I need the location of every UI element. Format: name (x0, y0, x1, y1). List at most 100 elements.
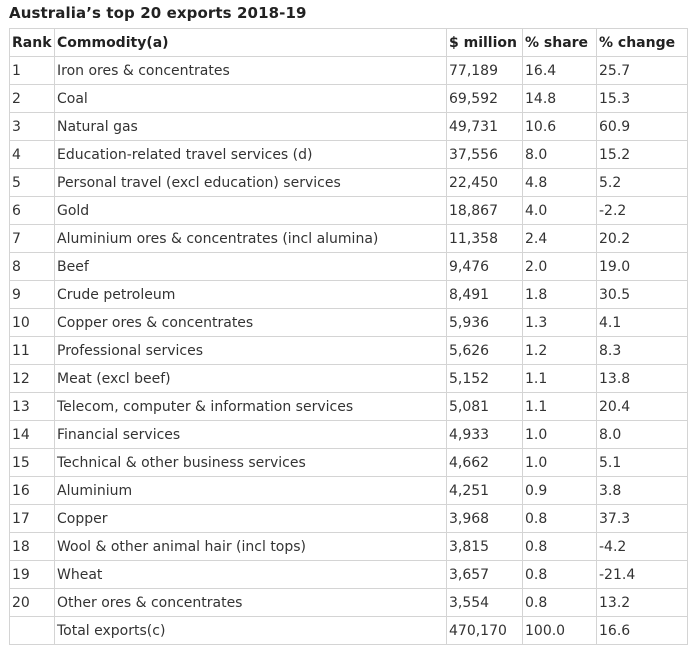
share-cell: 2.4 (522, 224, 597, 253)
table-row: 7 Aluminium ores & concentrates (incl alu… (9, 224, 688, 253)
share-cell: 2.0 (522, 252, 597, 281)
commodity-cell: Financial services (54, 420, 447, 449)
rank-cell: 16 (9, 476, 55, 505)
commodity-cell: Technical & other business services (54, 448, 447, 477)
commodity-cell: Other ores & concentrates (54, 588, 447, 617)
share-cell: 1.8 (522, 280, 597, 309)
commodity-cell: Coal (54, 84, 447, 113)
header-share: % share (522, 28, 597, 57)
table-row: 14 Financial services 4,933 1.0 8.0 (9, 420, 688, 449)
rank-cell: 3 (9, 112, 55, 141)
change-cell: -4.2 (596, 532, 688, 561)
rank-cell: 4 (9, 140, 55, 169)
table-row: 8 Beef 9,476 2.0 19.0 (9, 252, 688, 281)
table-row: 10 Copper ores & concentrates 5,936 1.3 4.1 (9, 308, 688, 337)
table-row: 15 Technical & other business services 4,6… (9, 448, 688, 477)
rank-cell: 18 (9, 532, 55, 561)
million-cell: 4,662 (446, 448, 523, 477)
share-cell: 8.0 (522, 140, 597, 169)
million-cell: 37,556 (446, 140, 523, 169)
change-cell: 19.0 (596, 252, 688, 281)
commodity-cell: Wool & other animal hair (incl tops) (54, 532, 447, 561)
commodity-cell: Total exports(c) (54, 616, 447, 645)
million-cell: 5,936 (446, 308, 523, 337)
million-cell: 3,657 (446, 560, 523, 589)
million-cell: 18,867 (446, 196, 523, 225)
table-row: 1 Iron ores & concentrates 77,189 16.4 25.7 (9, 56, 688, 85)
table-row: 6 Gold 18,867 4.0 -2.2 (9, 196, 688, 225)
commodity-cell: Copper (54, 504, 447, 533)
change-cell: 8.3 (596, 336, 688, 365)
rank-cell (9, 616, 55, 645)
table-body: 1 Iron ores & concentrates 77,189 16.4 25.7 2… (9, 56, 688, 645)
share-cell: 1.2 (522, 336, 597, 365)
table-title: Australia’s top 20 exports 2018-19 (9, 4, 307, 22)
rank-cell: 11 (9, 336, 55, 365)
million-cell: 11,358 (446, 224, 523, 253)
rank-cell: 2 (9, 84, 55, 113)
rank-cell: 6 (9, 196, 55, 225)
commodity-cell: Telecom, computer & information services (54, 392, 447, 421)
header-rank: Rank (9, 28, 55, 57)
share-cell: 0.8 (522, 504, 597, 533)
table-row: 9 Crude petroleum 8,491 1.8 30.5 (9, 280, 688, 309)
million-cell: 5,081 (446, 392, 523, 421)
share-cell: 1.3 (522, 308, 597, 337)
commodity-cell: Copper ores & concentrates (54, 308, 447, 337)
rank-cell: 9 (9, 280, 55, 309)
share-cell: 0.8 (522, 560, 597, 589)
commodity-cell: Aluminium ores & concentrates (incl alum… (54, 224, 447, 253)
table-row: 12 Meat (excl beef) 5,152 1.1 13.8 (9, 364, 688, 393)
million-cell: 69,592 (446, 84, 523, 113)
commodity-cell: Aluminium (54, 476, 447, 505)
rank-cell: 19 (9, 560, 55, 589)
rank-cell: 5 (9, 168, 55, 197)
rank-cell: 17 (9, 504, 55, 533)
commodity-cell: Wheat (54, 560, 447, 589)
change-cell: 15.2 (596, 140, 688, 169)
commodity-cell: Personal travel (excl education) service… (54, 168, 447, 197)
million-cell: 470,170 (446, 616, 523, 645)
change-cell: 20.4 (596, 392, 688, 421)
change-cell: 5.2 (596, 168, 688, 197)
table-row: 13 Telecom, computer & information servic… (9, 392, 688, 421)
change-cell: 30.5 (596, 280, 688, 309)
share-cell: 16.4 (522, 56, 597, 85)
table-row: 18 Wool & other animal hair (incl tops) 3,… (9, 532, 688, 561)
commodity-cell: Gold (54, 196, 447, 225)
change-cell: 60.9 (596, 112, 688, 141)
change-cell: 3.8 (596, 476, 688, 505)
change-cell: 5.1 (596, 448, 688, 477)
share-cell: 100.0 (522, 616, 597, 645)
table-row: 3 Natural gas 49,731 10.6 60.9 (9, 112, 688, 141)
change-cell: 20.2 (596, 224, 688, 253)
exports-table: Rank Commodity(a) $ million % share % ch… (9, 28, 688, 645)
table-row: 17 Copper 3,968 0.8 37.3 (9, 504, 688, 533)
header-commodity: Commodity(a) (54, 28, 447, 57)
rank-cell: 1 (9, 56, 55, 85)
change-cell: -2.2 (596, 196, 688, 225)
rank-cell: 10 (9, 308, 55, 337)
million-cell: 4,251 (446, 476, 523, 505)
change-cell: 15.3 (596, 84, 688, 113)
share-cell: 1.0 (522, 448, 597, 477)
commodity-cell: Crude petroleum (54, 280, 447, 309)
commodity-cell: Meat (excl beef) (54, 364, 447, 393)
table-row: 5 Personal travel (excl education) servic… (9, 168, 688, 197)
change-cell: 8.0 (596, 420, 688, 449)
change-cell: 16.6 (596, 616, 688, 645)
share-cell: 4.8 (522, 168, 597, 197)
million-cell: 4,933 (446, 420, 523, 449)
change-cell: -21.4 (596, 560, 688, 589)
rank-cell: 7 (9, 224, 55, 253)
change-cell: 4.1 (596, 308, 688, 337)
change-cell: 13.2 (596, 588, 688, 617)
million-cell: 9,476 (446, 252, 523, 281)
table-row: 4 Education-related travel services (d) 37… (9, 140, 688, 169)
table-header-row: Rank Commodity(a) $ million % share % ch… (9, 28, 688, 57)
rank-cell: 20 (9, 588, 55, 617)
change-cell: 37.3 (596, 504, 688, 533)
commodity-cell: Iron ores & concentrates (54, 56, 447, 85)
rank-cell: 12 (9, 364, 55, 393)
share-cell: 10.6 (522, 112, 597, 141)
